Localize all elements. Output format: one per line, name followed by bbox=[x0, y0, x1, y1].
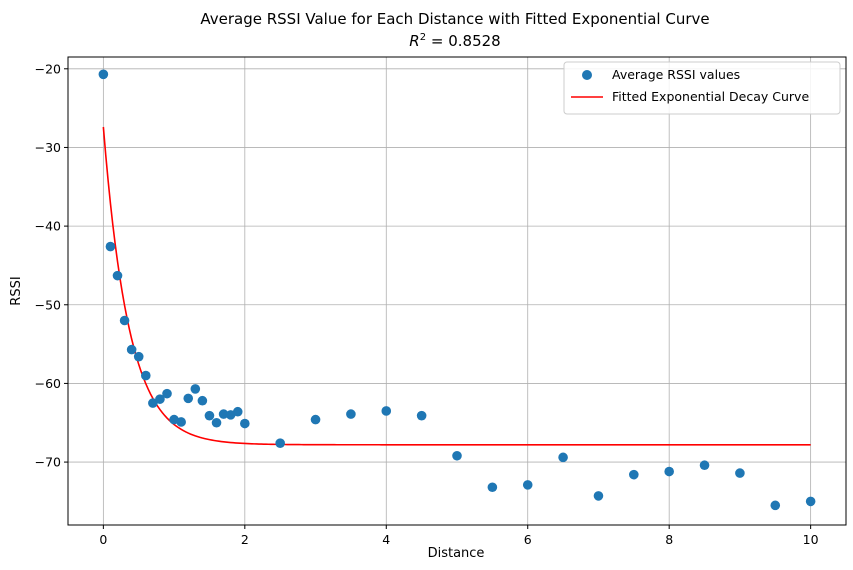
scatter-point bbox=[148, 398, 158, 408]
scatter-point bbox=[735, 468, 745, 478]
scatter-point bbox=[381, 406, 392, 416]
legend-label-line: Fitted Exponential Decay Curve bbox=[612, 89, 809, 104]
scatter-point bbox=[240, 418, 250, 429]
scatter-point bbox=[176, 417, 186, 427]
fitted-exponential-curve bbox=[102, 126, 811, 446]
scatter-point bbox=[522, 480, 533, 490]
scatter-point bbox=[98, 69, 109, 80]
legend-marker-scatter bbox=[582, 70, 592, 80]
y-tick-label: −20 bbox=[35, 61, 61, 76]
scatter-point bbox=[105, 241, 116, 252]
y-tick-label: −70 bbox=[35, 455, 61, 470]
x-axis-ticks: 0 2 4 6 8 10 bbox=[99, 525, 819, 547]
scatter-point bbox=[452, 450, 462, 461]
scatter-point bbox=[346, 409, 356, 419]
scatter-points-layer bbox=[98, 69, 816, 511]
scatter-point bbox=[664, 466, 674, 477]
scatter-point bbox=[197, 395, 208, 406]
chart-subtitle: R2 = 0.8528 bbox=[409, 32, 500, 50]
scatter-point bbox=[204, 410, 215, 421]
scatter-point bbox=[593, 491, 604, 501]
scatter-point bbox=[558, 452, 568, 463]
scatter-point bbox=[805, 496, 816, 507]
plot-frame bbox=[67, 56, 847, 526]
scatter-point bbox=[275, 438, 285, 448]
scatter-point bbox=[310, 414, 321, 425]
scatter-point bbox=[218, 409, 229, 419]
scatter-point bbox=[699, 460, 710, 471]
x-axis-label: Distance bbox=[428, 546, 485, 561]
x-tick-label: 0 bbox=[99, 532, 107, 547]
chart-subtitle-r: R bbox=[409, 32, 419, 50]
scatter-point bbox=[119, 315, 130, 326]
scatter-point bbox=[190, 384, 201, 394]
scatter-point bbox=[126, 344, 137, 355]
y-tick-label: −30 bbox=[35, 140, 61, 155]
y-tick-label: −50 bbox=[35, 297, 61, 312]
scatter-point bbox=[770, 500, 781, 511]
scatter-point bbox=[416, 410, 427, 421]
y-tick-label: −60 bbox=[35, 376, 61, 391]
chart-subtitle-sup: 2 bbox=[420, 32, 426, 43]
scatter-point bbox=[211, 417, 222, 428]
scatter-point bbox=[133, 351, 144, 362]
grid-lines bbox=[68, 57, 846, 525]
scatter-point bbox=[183, 393, 194, 404]
scatter-point bbox=[629, 469, 639, 480]
scatter-point bbox=[141, 370, 151, 381]
legend: Average RSSI values Fitted Exponential D… bbox=[563, 61, 841, 115]
scatter-point bbox=[112, 270, 123, 281]
scatter-point bbox=[232, 406, 243, 417]
x-tick-label: 8 bbox=[665, 532, 673, 547]
scatter-point bbox=[162, 388, 172, 399]
chart-subtitle-value: = 0.8528 bbox=[426, 32, 501, 50]
legend-box bbox=[563, 61, 841, 115]
chart-title: Average RSSI Value for Each Distance wit… bbox=[200, 10, 709, 28]
y-tick-label: −40 bbox=[35, 219, 61, 234]
x-tick-label: 2 bbox=[241, 532, 249, 547]
y-axis-ticks: −70 −60 −50 −40 −30 −20 bbox=[35, 61, 68, 470]
x-tick-label: 6 bbox=[524, 532, 532, 547]
x-tick-label: 4 bbox=[382, 532, 390, 547]
fitted-curve-layer bbox=[102, 126, 811, 446]
legend-label-scatter: Average RSSI values bbox=[612, 67, 740, 82]
y-axis-label: RSSI bbox=[9, 276, 24, 305]
x-tick-label: 10 bbox=[803, 532, 819, 547]
scatter-point bbox=[487, 482, 498, 493]
scatter-point bbox=[155, 394, 165, 404]
